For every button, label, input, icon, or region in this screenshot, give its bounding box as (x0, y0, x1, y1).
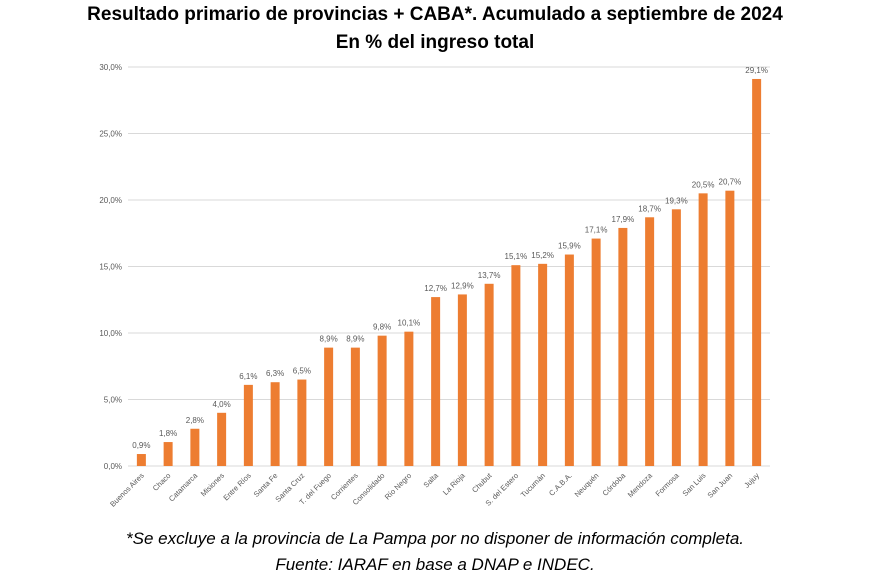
data-label: 18,7% (638, 204, 661, 213)
x-tick-label: Buenos Aires (108, 471, 146, 509)
chart-title: Resultado primario de provincias + CABA*… (87, 4, 783, 25)
y-tick-label: 5,0% (104, 396, 122, 405)
bar (538, 263, 548, 466)
x-tick-label: Chaco (151, 471, 173, 493)
data-label: 6,5% (293, 367, 311, 376)
y-tick-label: 25,0% (99, 130, 122, 139)
bar (270, 382, 280, 466)
x-tick-label: Entre Ríos (221, 471, 253, 503)
y-tick-label: 0,0% (104, 462, 122, 471)
y-tick-label: 30,0% (99, 63, 122, 72)
x-tick-label: La Rioja (441, 470, 467, 496)
data-label: 4,0% (213, 400, 231, 409)
bar (163, 442, 173, 466)
x-tick-label: Tucumán (519, 471, 547, 499)
bar (136, 454, 146, 466)
data-label: 8,9% (320, 335, 338, 344)
y-tick-label: 20,0% (99, 196, 122, 205)
data-label: 0,9% (132, 441, 150, 450)
data-label: 19,3% (665, 196, 688, 205)
gridlines (128, 66, 770, 467)
footnote: *Se excluye a la provincia de La Pampa p… (125, 529, 745, 548)
x-tick-label: Catamarca (167, 470, 200, 503)
data-label: 10,1% (398, 319, 421, 328)
data-label: 2,8% (186, 416, 204, 425)
y-tick-label: 10,0% (99, 329, 122, 338)
bar (645, 217, 655, 466)
data-label: 8,9% (346, 335, 364, 344)
x-tick-label: Neuquén (573, 471, 601, 499)
bar (217, 412, 227, 466)
bar (591, 238, 601, 466)
data-label: 20,7% (719, 178, 742, 187)
x-tick-label: Córdoba (601, 470, 628, 497)
x-tick-label: Jujuy (742, 471, 761, 490)
x-tick-label: San Juan (706, 471, 735, 500)
bar (618, 227, 628, 466)
data-label: 15,9% (558, 242, 581, 251)
data-label: 15,1% (505, 252, 528, 261)
bar (511, 265, 521, 466)
data-label: 17,1% (585, 226, 608, 235)
bar (564, 254, 574, 466)
bar (297, 379, 307, 466)
bar (484, 283, 494, 466)
x-tick-label: Mendoza (626, 470, 655, 499)
data-label: 9,8% (373, 323, 391, 332)
bar (404, 331, 414, 466)
x-tick-label: Chubut (470, 470, 494, 494)
x-tick-label: Formosa (653, 470, 681, 498)
source-note: Fuente: IARAF en base a DNAP e INDEC. (275, 555, 595, 574)
x-tick-label: Río Negro (383, 471, 414, 502)
y-tick-label: 15,0% (99, 263, 122, 272)
bar (431, 297, 441, 466)
bar (377, 335, 387, 466)
x-tick-label: C.A.B.A. (547, 471, 574, 498)
bar (324, 347, 334, 466)
x-tick-label: Salta (422, 470, 441, 489)
bar (698, 193, 708, 466)
data-label: 6,3% (266, 369, 284, 378)
bar (671, 209, 681, 466)
data-label: 29,1% (745, 66, 768, 75)
y-axis: 0,0% 5,0% 10,0% 15,0% 20,0% 25,0% 30,0% (99, 63, 122, 471)
bar (350, 347, 360, 466)
bar (457, 294, 467, 466)
data-label: 12,9% (451, 281, 474, 290)
bar (190, 428, 200, 466)
data-label: 20,5% (692, 180, 715, 189)
chart-subtitle: En % del ingreso total (335, 32, 535, 53)
bar (243, 384, 253, 466)
value-labels: 0,9% 1,8% 2,8% 4,0% 6,1% 6,3% 6,5% 8,9% 8,9% 9,8%… (132, 66, 768, 450)
data-label: 13,7% (478, 271, 501, 280)
data-label: 1,8% (159, 429, 177, 438)
data-label: 12,7% (424, 284, 447, 293)
x-tick-label: San Luis (681, 471, 708, 498)
bars (136, 78, 762, 466)
bar (725, 190, 735, 466)
data-label: 17,9% (612, 215, 635, 224)
data-label: 15,2% (531, 251, 554, 260)
data-label: 6,1% (239, 372, 257, 381)
bar-chart: 0,0% 5,0% 10,0% 15,0% 20,0% 25,0% 30,0% 0,9% 1,… (99, 63, 770, 509)
bar (752, 78, 762, 466)
